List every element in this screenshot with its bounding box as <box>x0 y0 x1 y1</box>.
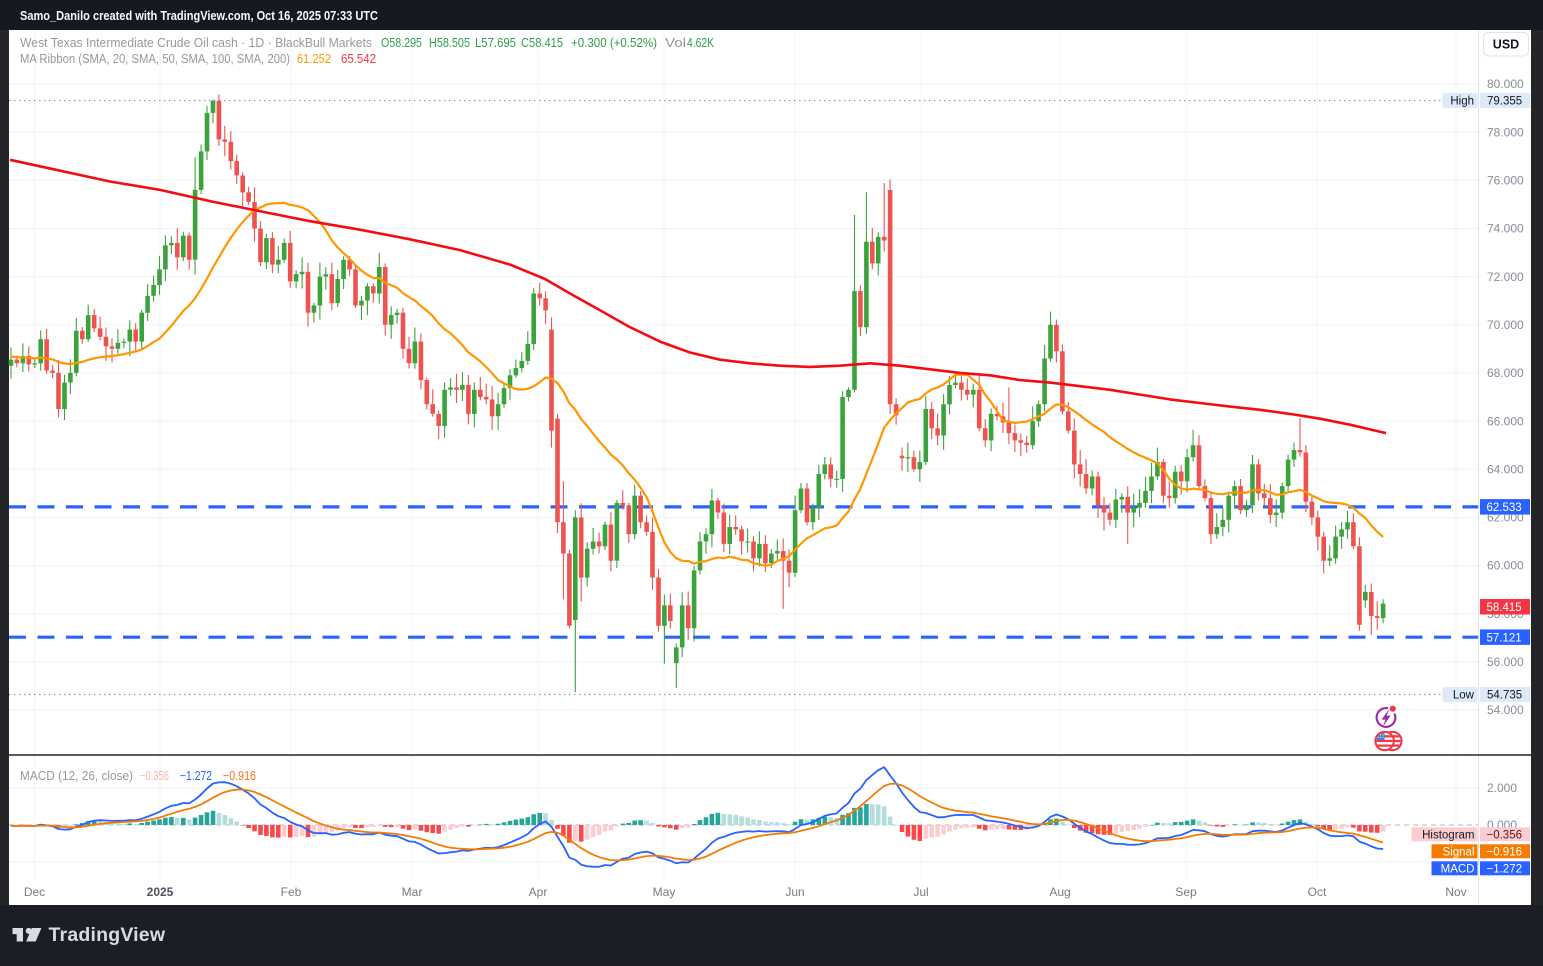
svg-text:C58.415: C58.415 <box>521 35 563 50</box>
svg-text:Apr: Apr <box>529 885 548 899</box>
svg-text:MACD (12, 26, close): MACD (12, 26, close) <box>20 768 133 783</box>
svg-text:USD: USD <box>1493 38 1519 52</box>
svg-text:2025: 2025 <box>147 885 174 899</box>
svg-text:Signal: Signal <box>1443 846 1475 858</box>
svg-text:65.542: 65.542 <box>341 51 376 66</box>
svg-text:Low: Low <box>1453 690 1475 702</box>
svg-text:Jul: Jul <box>913 885 928 899</box>
svg-text:MACD: MACD <box>1441 863 1475 875</box>
svg-text:Feb: Feb <box>281 885 302 899</box>
svg-text:Sep: Sep <box>1175 885 1197 899</box>
svg-text:61.252: 61.252 <box>297 51 331 66</box>
svg-text:TradingView: TradingView <box>49 924 166 946</box>
svg-text:72.000: 72.000 <box>1487 270 1524 284</box>
svg-text:Nov: Nov <box>1445 885 1466 899</box>
svg-text:54.735: 54.735 <box>1487 690 1522 702</box>
svg-text:Mar: Mar <box>402 885 423 899</box>
svg-text:79.355: 79.355 <box>1487 96 1522 108</box>
svg-text:May: May <box>653 885 676 899</box>
svg-text:O58.295: O58.295 <box>381 35 422 50</box>
svg-text:78.000: 78.000 <box>1487 125 1524 139</box>
svg-text:H58.505: H58.505 <box>429 35 470 50</box>
svg-text:66.000: 66.000 <box>1487 414 1524 428</box>
svg-text:70.000: 70.000 <box>1487 318 1524 332</box>
svg-text:80.000: 80.000 <box>1487 77 1524 91</box>
svg-text:54.000: 54.000 <box>1487 703 1524 717</box>
svg-text:Samo_Danilo created with Tradi: Samo_Danilo created with TradingView.com… <box>20 8 379 23</box>
svg-text:West Texas Intermediate Crude: West Texas Intermediate Crude Oil cash ·… <box>20 35 372 50</box>
svg-text:Dec: Dec <box>24 885 45 899</box>
svg-text:−0.916: −0.916 <box>223 768 256 783</box>
svg-text:MA Ribbon (SMA, 20, SMA, 50, S: MA Ribbon (SMA, 20, SMA, 50, SMA, 100, S… <box>20 51 290 66</box>
svg-text:Vol: Vol <box>665 35 686 50</box>
svg-text:+0.300 (+0.52%): +0.300 (+0.52%) <box>571 35 657 50</box>
svg-text:High: High <box>1450 96 1474 108</box>
svg-text:74.000: 74.000 <box>1487 222 1524 236</box>
svg-text:L57.695: L57.695 <box>475 35 516 50</box>
svg-text:58.415: 58.415 <box>1487 602 1522 614</box>
svg-text:4.62K: 4.62K <box>687 35 714 50</box>
svg-text:−1.272: −1.272 <box>180 768 212 783</box>
svg-text:Histogram: Histogram <box>1422 829 1474 841</box>
svg-text:60.000: 60.000 <box>1487 559 1524 573</box>
svg-text:−0.356: −0.356 <box>1487 829 1523 841</box>
svg-text:76.000: 76.000 <box>1487 174 1524 188</box>
svg-text:−1.272: −1.272 <box>1487 863 1523 875</box>
svg-text:2.000: 2.000 <box>1487 781 1517 795</box>
svg-text:56.000: 56.000 <box>1487 655 1524 669</box>
svg-text:Oct: Oct <box>1308 885 1327 899</box>
svg-text:−0.356: −0.356 <box>140 768 169 783</box>
svg-text:−0.916: −0.916 <box>1487 846 1523 858</box>
svg-text:64.000: 64.000 <box>1487 462 1524 476</box>
svg-text:Jun: Jun <box>785 885 804 899</box>
svg-text:68.000: 68.000 <box>1487 366 1524 380</box>
svg-text:62.533: 62.533 <box>1487 502 1522 514</box>
svg-text:57.121: 57.121 <box>1487 632 1522 644</box>
svg-text:Aug: Aug <box>1049 885 1070 899</box>
